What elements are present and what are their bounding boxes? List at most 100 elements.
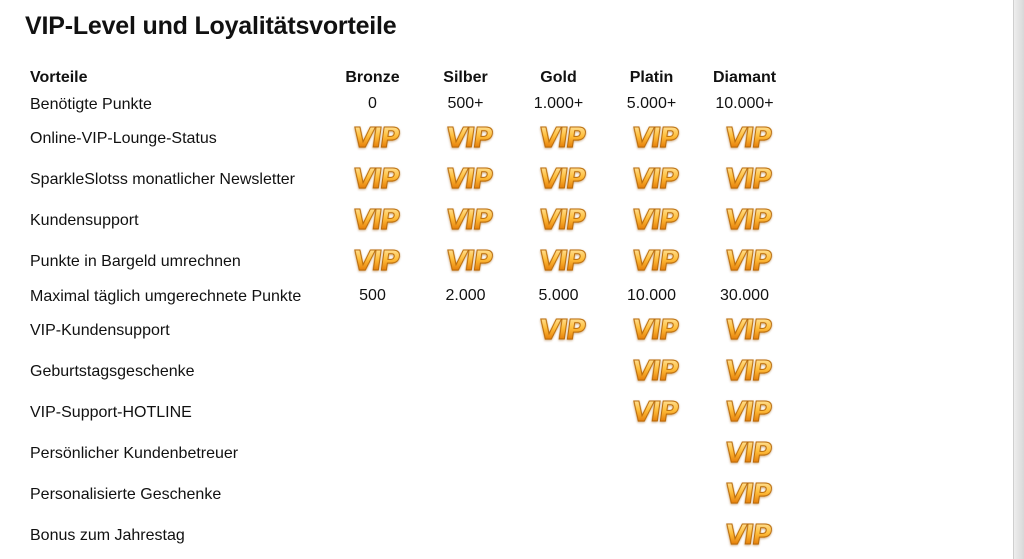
table-row: Personalisierte Geschenke VIP xyxy=(26,474,791,515)
table-row: SparkleSlotss monatlicher Newsletter VIP V… xyxy=(26,159,791,200)
row-label: VIP-Kundensupport xyxy=(30,321,170,339)
vip-badge-icon: VIP xyxy=(444,122,494,154)
table-body: Benötigte Punkte 0 500+ 1.000+ 5.000+ 10.000+… xyxy=(26,90,791,556)
value-cell: 1.000+ xyxy=(533,95,584,112)
vip-cell: VIP xyxy=(326,241,419,282)
vip-badge-icon: VIP xyxy=(630,122,680,154)
empty-cell xyxy=(326,310,419,351)
empty-cell xyxy=(605,433,698,474)
row-label: Maximal täglich umgerechnete Punkte xyxy=(30,287,302,305)
value-cell: 2.000 xyxy=(445,287,486,304)
header-tier-silber: Silber xyxy=(443,68,488,86)
vip-badge-icon: VIP xyxy=(723,437,773,469)
vip-cell: VIP xyxy=(512,118,605,159)
vip-cell: VIP xyxy=(605,351,698,392)
table-row: VIP-Kundensupport VIP VIP VIP xyxy=(26,310,791,351)
vip-cell: VIP xyxy=(512,159,605,200)
empty-cell xyxy=(419,351,512,392)
value-cell: 10.000 xyxy=(627,287,676,304)
vip-badge-icon: VIP xyxy=(630,204,680,236)
header-tier-bronze: Bronze xyxy=(345,68,400,86)
vip-cell: VIP xyxy=(419,241,512,282)
value-cell: 0 xyxy=(368,95,377,112)
vip-badge-icon: VIP xyxy=(351,122,401,154)
vip-cell: VIP xyxy=(326,200,419,241)
vip-cell: VIP xyxy=(326,118,419,159)
empty-cell xyxy=(605,474,698,515)
vip-badge-icon: VIP xyxy=(351,204,401,236)
table-row: Online-VIP-Lounge-Status VIP VIP VIP VIP VIP xyxy=(26,118,791,159)
vip-badge-icon: VIP xyxy=(723,478,773,510)
header-feature: Vorteile xyxy=(30,68,88,86)
vip-cell: VIP xyxy=(698,118,791,159)
vip-cell: VIP xyxy=(698,392,791,433)
empty-cell xyxy=(419,392,512,433)
table-row: Kundensupport VIP VIP VIP VIP VIP xyxy=(26,200,791,241)
vip-cell: VIP xyxy=(698,310,791,351)
vip-cell: VIP xyxy=(698,474,791,515)
table-header-row: Vorteile Bronze Silber Gold Platin Diama… xyxy=(26,65,791,90)
header-tier-diamant: Diamant xyxy=(712,68,777,86)
row-label: Personalisierte Geschenke xyxy=(30,485,222,503)
table-row: Punkte in Bargeld umrechnen VIP VIP VIP VIP V… xyxy=(26,241,791,282)
row-label: VIP-Support-HOTLINE xyxy=(30,403,192,421)
vip-cell: VIP xyxy=(326,159,419,200)
empty-cell xyxy=(326,392,419,433)
value-cell: 5.000+ xyxy=(626,95,677,112)
vip-badge-icon: VIP xyxy=(537,122,587,154)
value-cell: 5.000 xyxy=(538,287,579,304)
row-label: Bonus zum Jahrestag xyxy=(30,526,185,544)
vip-badge-icon: VIP xyxy=(723,314,773,346)
empty-cell xyxy=(326,474,419,515)
table-row: Maximal täglich umgerechnete Punkte 500 2.… xyxy=(26,282,791,310)
empty-cell xyxy=(512,515,605,556)
empty-cell xyxy=(512,351,605,392)
row-label: Kundensupport xyxy=(30,211,139,229)
empty-cell xyxy=(419,515,512,556)
empty-cell xyxy=(326,351,419,392)
vip-cell: VIP xyxy=(512,310,605,351)
empty-cell xyxy=(512,474,605,515)
vip-cell: VIP xyxy=(605,241,698,282)
row-label: Benötigte Punkte xyxy=(30,95,152,113)
vip-badge-icon: VIP xyxy=(723,204,773,236)
row-label: Online-VIP-Lounge-Status xyxy=(30,129,217,147)
table-row: Bonus zum Jahrestag VIP xyxy=(26,515,791,556)
table-row: Benötigte Punkte 0 500+ 1.000+ 5.000+ 10.000+ xyxy=(26,90,791,118)
vip-badge-icon: VIP xyxy=(723,122,773,154)
vip-badge-icon: VIP xyxy=(630,314,680,346)
vip-cell: VIP xyxy=(698,515,791,556)
vip-cell: VIP xyxy=(512,200,605,241)
vip-badge-icon: VIP xyxy=(537,204,587,236)
vip-badge-icon: VIP xyxy=(537,314,587,346)
vip-badge-icon: VIP xyxy=(723,163,773,195)
vip-badge-icon: VIP xyxy=(723,245,773,277)
page-title: VIP-Level und Loyalitätsvorteile xyxy=(25,12,397,40)
table-row: Geburtstagsgeschenke VIP VIP xyxy=(26,351,791,392)
vip-badge-icon: VIP xyxy=(630,163,680,195)
vip-cell: VIP xyxy=(605,200,698,241)
vip-cell: VIP xyxy=(419,200,512,241)
row-label: Persönlicher Kundenbetreuer xyxy=(30,444,239,462)
value-cell: 10.000+ xyxy=(715,95,774,112)
empty-cell xyxy=(605,515,698,556)
row-label: Punkte in Bargeld umrechnen xyxy=(30,252,241,270)
vip-cell: VIP xyxy=(605,159,698,200)
vip-badge-icon: VIP xyxy=(630,245,680,277)
vip-badge-icon: VIP xyxy=(444,163,494,195)
vip-cell: VIP xyxy=(698,433,791,474)
vip-badge-icon: VIP xyxy=(630,355,680,387)
vip-badge-icon: VIP xyxy=(723,396,773,428)
vip-level-table: Vorteile Bronze Silber Gold Platin Diama… xyxy=(26,65,791,556)
empty-cell xyxy=(512,433,605,474)
empty-cell xyxy=(512,392,605,433)
vip-cell: VIP xyxy=(605,310,698,351)
vip-badge-icon: VIP xyxy=(351,163,401,195)
scrollbar-edge xyxy=(1013,0,1024,559)
vip-cell: VIP xyxy=(512,241,605,282)
row-label: Geburtstagsgeschenke xyxy=(30,362,195,380)
table-row: Persönlicher Kundenbetreuer VIP xyxy=(26,433,791,474)
vip-badge-icon: VIP xyxy=(537,163,587,195)
vip-badge-icon: VIP xyxy=(723,519,773,551)
